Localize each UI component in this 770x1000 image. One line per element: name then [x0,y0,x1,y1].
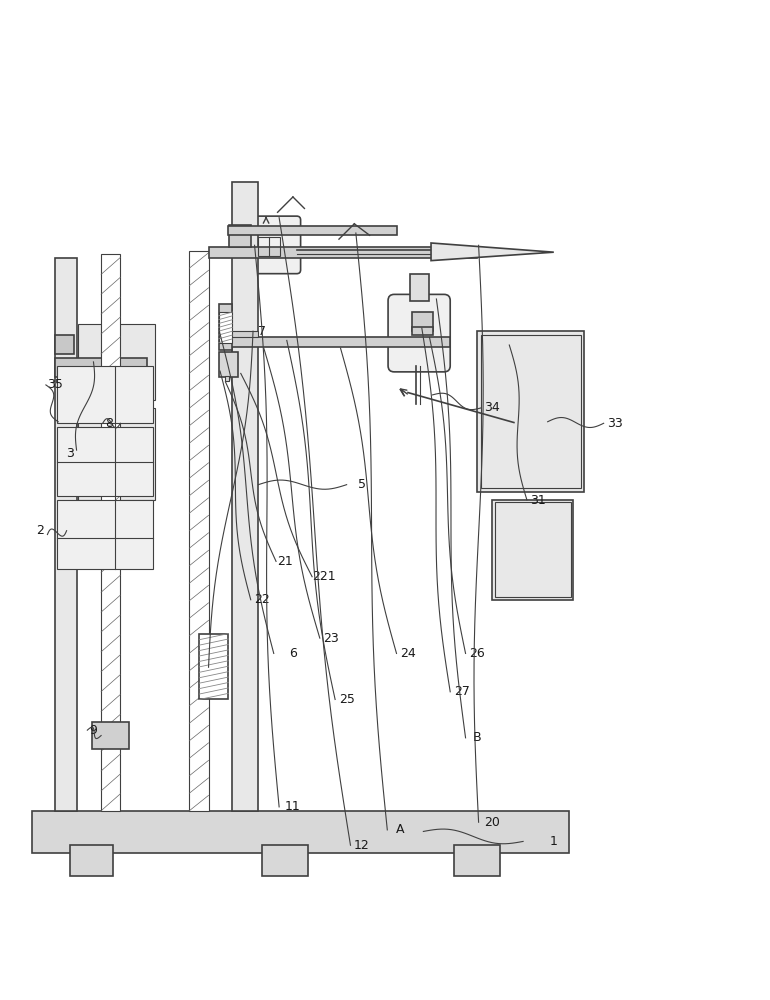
Text: 35: 35 [47,378,63,391]
Bar [228,337,450,347]
Text: 3: 3 [66,447,75,460]
Bar [78,408,155,500]
Text: 25: 25 [339,693,354,706]
Bar [219,304,233,350]
Text: 27: 27 [454,685,470,698]
Bar [492,500,573,600]
Text: 5: 5 [358,478,366,491]
Bar [55,335,74,354]
Bar [481,335,581,488]
Bar [101,254,120,811]
Text: B: B [473,731,481,744]
Bar [92,722,129,749]
Bar [78,324,155,400]
Text: 7: 7 [258,325,266,338]
Bar [259,237,280,256]
FancyBboxPatch shape [388,294,450,372]
Bar [219,312,233,343]
Text: 24: 24 [400,647,416,660]
Bar [454,845,500,876]
Text: 21: 21 [277,555,293,568]
Text: 20: 20 [484,816,500,829]
Bar [477,331,584,492]
Bar [412,327,434,335]
Text: 221: 221 [312,570,336,583]
FancyBboxPatch shape [239,216,300,274]
Text: 11: 11 [285,800,301,813]
Text: 31: 31 [531,494,547,507]
Polygon shape [431,243,554,261]
Bar [55,258,76,811]
Text: 34: 34 [484,401,500,414]
Bar [219,352,238,377]
Bar [209,247,477,258]
Bar [229,225,251,247]
Bar [57,366,152,423]
Text: 22: 22 [254,593,270,606]
Bar [412,312,434,331]
Text: 23: 23 [323,632,339,645]
Bar [57,500,152,569]
Bar [494,502,571,597]
Bar [199,634,229,699]
Text: 6: 6 [289,647,297,660]
Bar [55,358,147,377]
Bar [225,376,229,381]
Bar [410,274,429,301]
Text: 9: 9 [89,724,97,737]
Text: 12: 12 [354,839,370,852]
Circle shape [515,408,546,439]
Bar [57,427,152,496]
Text: 8: 8 [105,417,112,430]
Text: 26: 26 [469,647,485,660]
Bar [78,504,116,546]
Bar [228,331,259,337]
Bar [232,182,259,811]
Text: 1: 1 [550,835,557,848]
Text: 33: 33 [608,417,623,430]
Text: A: A [396,823,404,836]
Bar [70,845,112,876]
Bar [189,251,209,811]
Bar [32,811,569,853]
Bar [228,226,397,235]
Bar [263,845,308,876]
Text: 2: 2 [36,524,44,537]
